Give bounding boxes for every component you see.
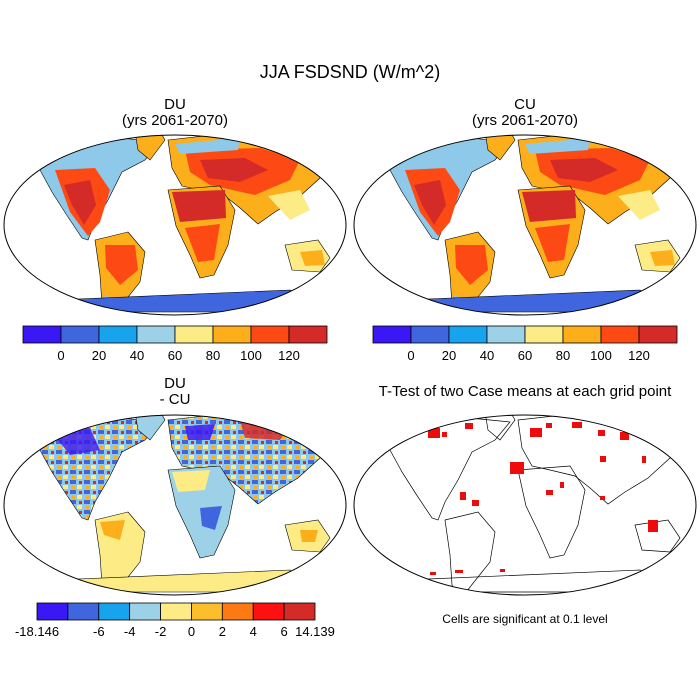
diff-colorbar-swatch-7 xyxy=(252,602,285,621)
diff-colorbar: -18.146 -6 -4 -2 0 2 4 6 14.139 xyxy=(15,602,335,639)
diff-colorbar-swatch-1 xyxy=(67,602,100,621)
diff-colorbar-swatch-2 xyxy=(98,602,131,621)
diff-colorbar-swatch-4 xyxy=(160,602,192,621)
diff-colorbar-swatch-8 xyxy=(283,602,316,621)
cu-colorbar-swatch-2 xyxy=(448,325,488,344)
diff-colorbar-swatch-5 xyxy=(191,602,223,621)
du-title-line2: (yrs 2061-2070) xyxy=(122,112,228,129)
significance-note: Cells are significant at 0.1 level xyxy=(442,612,608,626)
cu-colorbar-tick-label: 100 xyxy=(590,348,612,363)
du-colorbar-swatch-6 xyxy=(250,325,290,344)
diff-colorbar-tick-label: -2 xyxy=(155,624,167,639)
cu-colorbar-swatch-5 xyxy=(562,325,602,344)
cu-colorbar-swatch-7 xyxy=(638,325,678,344)
du-colorbar-swatch-5 xyxy=(212,325,252,344)
du-colorbar-swatch-0 xyxy=(22,325,62,344)
du-colorbar: 0 20 40 60 80 100 120 xyxy=(22,325,328,363)
ttest-panel-title: T-Test of two Case means at each grid po… xyxy=(378,383,672,400)
du-colorbar-swatch-1 xyxy=(60,325,100,344)
cu-title-line2: (yrs 2061-2070) xyxy=(472,112,578,129)
figure-title: JJA FSDSND (W/m^2) xyxy=(259,62,441,82)
diff-colorbar-tick-label: -18.146 xyxy=(15,624,59,639)
cu-colorbar-tick-label: 20 xyxy=(442,348,456,363)
diff-panel-title: DU - CU xyxy=(75,376,275,408)
cu-colorbar-tick-label: 60 xyxy=(518,348,532,363)
du-colorbar-swatch-2 xyxy=(98,325,138,344)
du-title-line1: DU xyxy=(164,96,186,113)
diff-colorbar-tick-label: 4 xyxy=(250,624,257,639)
cu-colorbar-tick-label: 40 xyxy=(480,348,494,363)
cu-colorbar-tick-label: 0 xyxy=(407,348,414,363)
cu-panel-title: CU (yrs 2061-2070) xyxy=(425,97,625,129)
du-colorbar-tick-label: 80 xyxy=(206,348,220,363)
diff-colorbar-swatch-0 xyxy=(36,602,69,621)
cu-colorbar-swatch-6 xyxy=(600,325,640,344)
diff-colorbar-tick-label: -6 xyxy=(93,624,105,639)
cu-colorbar-swatch-4 xyxy=(524,325,564,344)
du-colorbar-tick-label: 0 xyxy=(57,348,64,363)
cu-title-line1: CU xyxy=(514,96,536,113)
cu-colorbar-swatch-3 xyxy=(486,325,526,344)
diff-colorbar-tick-label: 14.139 xyxy=(295,624,335,639)
diff-title-line2: - CU xyxy=(159,391,191,408)
du-colorbar-swatch-7 xyxy=(288,325,328,344)
du-colorbar-swatch-4 xyxy=(174,325,214,344)
du-colorbar-tick-label: 120 xyxy=(278,348,300,363)
du-panel-title: DU (yrs 2061-2070) xyxy=(75,97,275,129)
du-colorbar-swatch-3 xyxy=(136,325,176,344)
cu-colorbar: 0 20 40 60 80 100 120 xyxy=(372,325,678,363)
cu-colorbar-swatch-0 xyxy=(372,325,412,344)
du-colorbar-tick-label: 20 xyxy=(92,348,106,363)
du-colorbar-tick-label: 60 xyxy=(168,348,182,363)
du-colorbar-tick-label: 100 xyxy=(240,348,262,363)
cu-colorbar-tick-label: 120 xyxy=(628,348,650,363)
diff-colorbar-tick-label: -4 xyxy=(124,624,136,639)
diff-title-line1: DU xyxy=(164,375,186,392)
diff-colorbar-swatch-3 xyxy=(129,602,161,621)
cu-colorbar-tick-label: 80 xyxy=(556,348,570,363)
diff-colorbar-swatch-6 xyxy=(221,602,254,621)
ttest-map xyxy=(353,414,697,596)
diff-colorbar-tick-label: 0 xyxy=(188,624,195,639)
du-colorbar-tick-label: 40 xyxy=(130,348,144,363)
significant-cells xyxy=(428,422,658,575)
diff-colorbar-tick-label: 6 xyxy=(280,624,287,639)
diff-colorbar-tick-label: 2 xyxy=(219,624,226,639)
cu-colorbar-swatch-1 xyxy=(410,325,450,344)
